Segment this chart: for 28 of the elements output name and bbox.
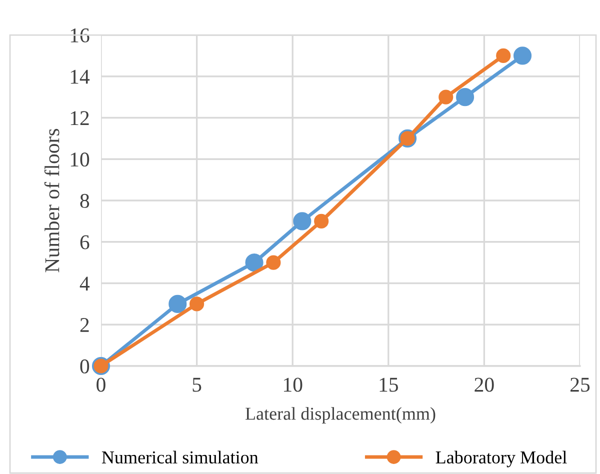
- y-tick-label: 10: [70, 152, 90, 167]
- point: [513, 46, 532, 65]
- point: [438, 90, 454, 104]
- y-tick-label: 14: [70, 70, 90, 84]
- x-tick-label: 15: [380, 378, 398, 392]
- point: [496, 48, 511, 63]
- legend-label: Laboratory Model: [436, 450, 567, 468]
- y-tick-label: 4: [80, 276, 90, 290]
- x-tick-label: 0: [96, 378, 106, 392]
- x-tick-label: 5: [192, 378, 202, 392]
- point: [456, 88, 474, 106]
- y-tick-label: 6: [80, 235, 90, 250]
- point: [190, 296, 204, 312]
- x-axis-title: Lateral displacement(mm): [246, 407, 436, 424]
- y-tick-label: 8: [80, 194, 90, 208]
- x-tick-label: 25: [570, 378, 590, 392]
- x-tick-label: 20: [474, 378, 494, 392]
- point: [266, 255, 281, 270]
- x-tick-label: 10: [284, 378, 302, 392]
- point: [293, 212, 312, 230]
- point: [314, 214, 329, 228]
- y-axis-title: Number of floors: [44, 128, 60, 272]
- legend-label: Numerical simulation: [102, 450, 258, 464]
- point: [168, 294, 187, 313]
- y-tick-label: 2: [80, 318, 89, 332]
- y-tick-label: 12: [70, 111, 89, 125]
- point: [245, 254, 264, 272]
- y-tick-label: 0: [80, 359, 90, 374]
